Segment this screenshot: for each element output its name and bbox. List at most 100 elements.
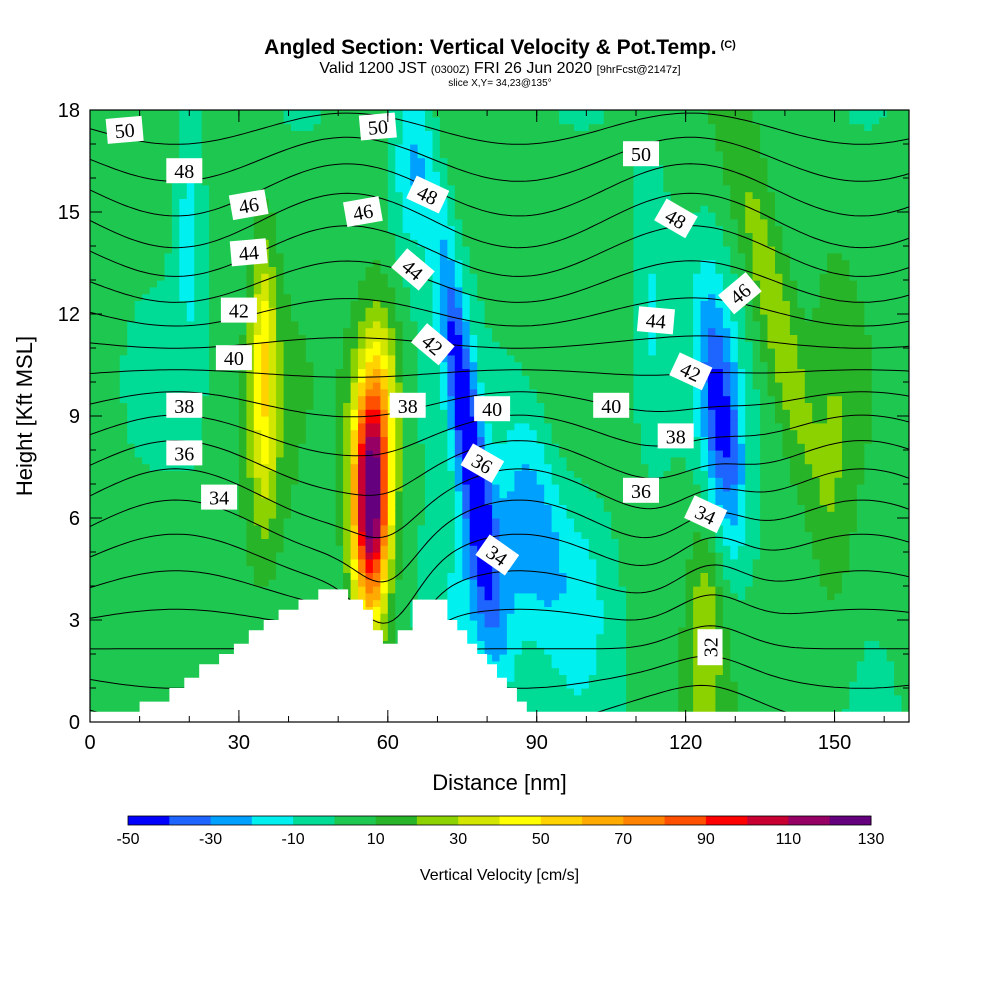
velocity-cell [305,518,314,526]
velocity-cell [387,586,396,594]
velocity-cell [134,286,143,295]
velocity-cell [157,579,165,587]
velocity-cell [216,116,225,125]
velocity-cell [432,416,441,424]
velocity-cell [298,280,307,288]
velocity-cell [395,205,404,213]
velocity-cell [283,490,292,499]
velocity-cell [142,184,151,193]
velocity-cell [104,436,113,444]
velocity-cell [380,293,389,301]
velocity-cell [372,300,381,308]
velocity-cell [134,490,143,499]
velocity-cell [246,497,255,505]
velocity-cell [149,191,158,199]
velocity-cell [261,273,270,281]
velocity-cell [216,436,225,444]
velocity-cell [142,456,151,465]
velocity-cell [134,484,143,492]
velocity-cell [343,558,352,567]
velocity-cell [157,123,165,131]
velocity-cell [276,293,285,301]
velocity-cell [119,225,128,233]
velocity-cell [261,470,270,478]
velocity-cell [201,654,210,662]
velocity-cell [305,110,314,118]
velocity-cell [439,266,448,274]
velocity-cell [104,375,113,383]
velocity-cell [372,518,381,526]
velocity-cell [149,504,158,512]
velocity-cell [320,300,329,308]
velocity-cell [186,137,195,145]
velocity-cell [313,266,322,274]
velocity-cell [171,300,180,308]
velocity-cell [231,171,240,179]
velocity-cell [477,341,486,349]
velocity-cell [380,164,389,172]
velocity-cell [328,123,337,131]
velocity-cell [283,307,292,315]
velocity-cell [157,545,165,553]
velocity-cell [149,674,158,682]
velocity-cell [164,354,173,363]
velocity-cell [238,538,247,546]
velocity-cell [134,626,143,635]
velocity-cell [469,470,478,478]
velocity-cell [432,552,441,560]
velocity-cell [201,307,210,315]
velocity-cell [261,320,270,329]
velocity-cell [425,429,433,437]
velocity-cell [372,409,381,417]
velocity-cell [358,293,366,301]
velocity-cell [477,191,486,199]
velocity-cell [291,327,299,335]
velocity-cell [462,246,471,254]
velocity-cell [365,409,374,417]
velocity-cell [261,558,270,567]
velocity-cell [179,266,188,274]
velocity-cell [194,314,203,322]
velocity-cell [395,599,404,607]
velocity-cell [209,375,218,383]
velocity-cell [179,654,188,662]
velocity-cell [104,660,113,669]
velocity-cell [246,592,255,601]
velocity-cell [387,286,396,295]
velocity-cell [454,205,463,213]
velocity-cell [335,524,344,533]
velocity-cell [417,320,426,329]
velocity-cell [298,388,307,397]
velocity-cell [119,688,128,696]
velocity-cell [112,300,121,308]
velocity-cell [350,341,359,349]
velocity-cell [358,178,366,186]
velocity-cell [179,606,188,614]
velocity-cell [365,518,374,526]
velocity-cell [224,565,232,573]
velocity-cell [134,314,143,322]
velocity-cell [104,218,113,227]
velocity-cell [142,688,151,696]
velocity-cell [454,157,463,165]
velocity-cell [454,538,463,546]
velocity-cell [387,463,396,471]
velocity-cell [253,402,262,410]
velocity-cell [462,171,471,179]
velocity-cell [402,538,411,546]
velocity-cell [477,212,486,220]
velocity-cell [224,416,232,424]
velocity-cell [97,565,106,573]
velocity-cell [186,477,195,485]
velocity-cell [313,273,322,281]
velocity-cell [439,157,448,165]
velocity-cell [127,266,136,274]
velocity-cell [157,198,165,206]
velocity-cell [104,572,113,580]
velocity-cell [305,538,314,546]
velocity-cell [276,273,285,281]
velocity-cell [313,572,322,580]
velocity-cell [201,354,210,363]
velocity-cell [395,110,404,118]
velocity-cell [112,599,121,607]
